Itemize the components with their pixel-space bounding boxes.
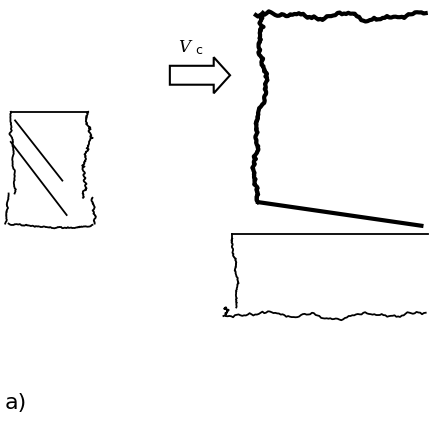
Text: c: c [195, 44, 202, 57]
Polygon shape [170, 57, 230, 93]
Text: V: V [178, 39, 190, 56]
Text: a): a) [4, 393, 27, 413]
